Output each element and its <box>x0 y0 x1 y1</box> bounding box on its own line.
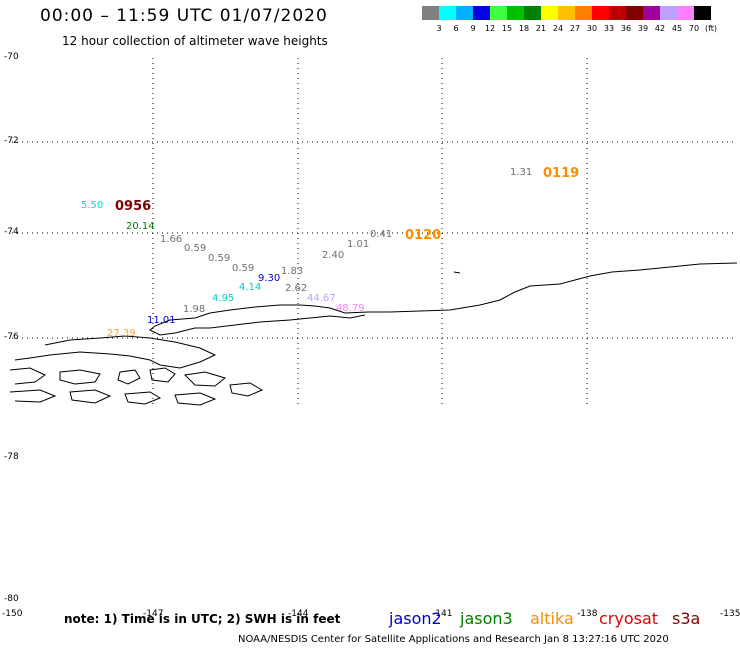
coastline <box>9 262 738 406</box>
color-legend-swatch <box>609 6 626 20</box>
wave-height-label: 48.79 <box>336 303 365 314</box>
satellite-legend-item: cryosat <box>599 609 659 628</box>
color-legend-label: 24 <box>552 24 564 33</box>
color-legend-label: 27 <box>569 24 581 33</box>
wave-height-label: 1.83 <box>281 266 304 277</box>
color-legend-label: 6 <box>453 24 459 33</box>
wave-height-label: 11.01 <box>147 315 176 326</box>
color-legend-swatch <box>456 6 473 20</box>
wave-height-label: 44.67 <box>307 293 336 304</box>
color-legend-swatch <box>694 6 711 20</box>
color-legend-label: 45 <box>671 24 683 33</box>
color-legend-swatch <box>677 6 694 20</box>
color-legend-swatch <box>439 6 456 20</box>
color-legend-label: 21 <box>535 24 547 33</box>
wave-height-label: 1.66 <box>160 234 183 245</box>
wave-height-label: 4.95 <box>212 293 235 304</box>
lon-label: -135 <box>720 609 740 619</box>
lat-label: -78 <box>4 452 19 462</box>
color-legend-label: 30 <box>586 24 598 33</box>
lon-label: -138 <box>577 609 598 619</box>
lon-label: -144 <box>288 609 309 619</box>
color-legend-swatch <box>575 6 592 20</box>
lat-label: -72 <box>4 136 19 146</box>
color-legend-swatch <box>524 6 541 20</box>
lat-label: -76 <box>4 332 19 342</box>
wave-height-label: 0.41 <box>370 229 393 240</box>
satellite-legend-item: jason2 <box>389 609 442 628</box>
wave-height-label: 1.98 <box>183 304 206 315</box>
color-legend-swatch <box>660 6 677 20</box>
color-legend-label: 9 <box>470 24 476 33</box>
wave-height-label: 1.01 <box>347 239 370 250</box>
map-subtitle: 12 hour collection of altimeter wave hei… <box>62 34 328 48</box>
wave-height-label: 9.30 <box>258 273 281 284</box>
wave-height-label: 20.14 <box>126 221 155 232</box>
color-legend-swatch <box>422 6 439 20</box>
color-legend-label: 36 <box>620 24 632 33</box>
color-legend-swatch <box>592 6 609 20</box>
color-legend-swatch <box>626 6 643 20</box>
wave-height-label: 2.40 <box>322 250 345 261</box>
pass-time-label: 0119 <box>543 166 580 181</box>
lon-label: -150 <box>2 609 23 619</box>
map-title: 00:00 – 11:59 UTC 01/07/2020 <box>40 6 328 26</box>
color-legend-label: (ft) <box>704 24 718 33</box>
color-legend-swatch <box>490 6 507 20</box>
units-note: note: 1) Time is in UTC; 2) SWH is in fe… <box>64 612 341 626</box>
satellite-legend-item: jason3 <box>460 609 513 628</box>
color-legend-swatch <box>558 6 575 20</box>
color-legend-swatch <box>473 6 490 20</box>
wave-height-label: 0.59 <box>184 243 207 254</box>
wave-height-label: 0.59 <box>232 263 255 274</box>
lon-label: -141 <box>432 609 453 619</box>
credit-footer: NOAA/NESDIS Center for Satellite Applica… <box>238 634 669 645</box>
satellite-legend-item: s3a <box>672 609 701 628</box>
color-legend-swatch <box>507 6 524 20</box>
color-legend-swatch <box>643 6 660 20</box>
color-legend-label: 42 <box>654 24 666 33</box>
color-legend-label: 3 <box>436 24 442 33</box>
wave-height-label: 0.59 <box>208 253 231 264</box>
color-legend-label: 18 <box>518 24 530 33</box>
wave-height-label: 4.14 <box>239 282 262 293</box>
lat-label: -74 <box>4 227 19 237</box>
color-legend-label: 39 <box>637 24 649 33</box>
lat-label: -80 <box>4 594 19 604</box>
color-legend-label: 33 <box>603 24 615 33</box>
wave-height-label: 2.62 <box>285 283 308 294</box>
wave-height-label: 1.31 <box>510 167 533 178</box>
color-legend-swatch <box>541 6 558 20</box>
lat-label: -70 <box>4 52 19 62</box>
graticule <box>12 58 737 405</box>
color-legend-label: 15 <box>501 24 513 33</box>
color-legend-label: 12 <box>484 24 496 33</box>
wave-height-label: 27.39 <box>107 328 136 339</box>
lon-label: -147 <box>143 609 164 619</box>
pass-time-label: 0956 <box>115 199 152 214</box>
satellite-legend-item: altika <box>530 609 574 628</box>
wave-height-label: 5.50 <box>81 200 104 211</box>
color-legend-label: 70 <box>688 24 700 33</box>
pass-time-label: 0120 <box>405 228 442 243</box>
